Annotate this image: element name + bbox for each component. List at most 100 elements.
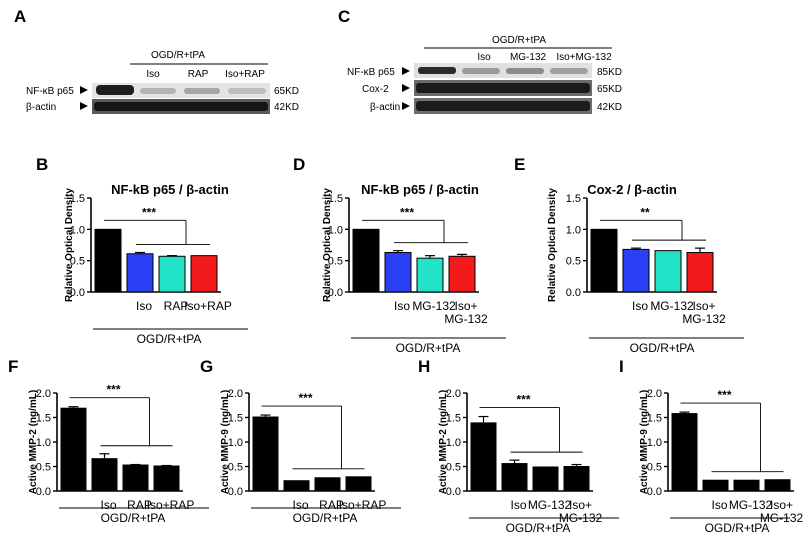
category-label-e-2: MG-132 <box>650 299 694 313</box>
y-axis-label-i: Active MMP-9 (ng/mL) <box>639 390 650 494</box>
y-tick-label-f-3: 1.5 <box>36 413 51 425</box>
chart-title-d: NF-kB p65 / β-actin <box>361 182 479 197</box>
panel-label-a: A <box>14 7 26 26</box>
y-axis-label-b: Relative Optical Density <box>64 188 75 302</box>
bar-i-1 <box>702 479 729 492</box>
blot-c-row-1-membrane <box>414 63 592 78</box>
blot-c-row-2-size: 65KD <box>597 84 622 95</box>
blot-c-row-1-band-3 <box>506 68 544 74</box>
blot-c-row-1-band-4 <box>550 68 588 74</box>
blot-a-row-1-band-1 <box>96 85 134 95</box>
y-tick-label-b-3: 1.5 <box>70 193 85 205</box>
y-tick-label-g-0: 0.0 <box>228 486 243 498</box>
category-label-i-2: MG-132 <box>729 498 773 512</box>
category-label-d-3: Iso+ MG-132 <box>444 299 488 326</box>
category-label-line-f-1-0: Iso <box>100 498 116 512</box>
panel-label-d: D <box>293 155 305 174</box>
category-label-line-i-1-0: Iso <box>711 498 727 512</box>
significance-label-e: ** <box>640 205 650 219</box>
significance-label-b: *** <box>142 205 156 219</box>
category-label-line-f-3-0: Iso+RAP <box>147 498 195 512</box>
blot-a-group-label: OGD/R+tPA <box>151 50 205 61</box>
significance-label-d: *** <box>400 205 414 219</box>
blot-c-row-1-size: 85KD <box>597 67 622 78</box>
category-label-line-b-1-0: Iso <box>136 299 152 313</box>
blot-a-row-2-protein: β-actin <box>26 102 56 113</box>
category-label-line-h-1-0: Iso <box>510 498 526 512</box>
group-label-h: OGD/R+tPA <box>506 521 571 535</box>
bar-e-0 <box>590 228 618 293</box>
category-label-line-e-3-1: MG-132 <box>682 312 726 326</box>
blot-panel-a: A OGD/R+tPA Iso RAP Iso+RAP NF-κB p65 65… <box>14 7 299 114</box>
y-tick-label-h-3: 1.5 <box>446 413 461 425</box>
y-tick-label-e-1: 0.5 <box>566 256 581 268</box>
bar-b-2 <box>158 255 186 293</box>
chart-panel-i: I Active MMP-9 (ng/mL)0.0 0.5 1.0 1.5 2.0 Iso M… <box>619 357 803 535</box>
chart-panel-g: G Active MMP-9 (ng/mL)0.0 0.5 1.0 1.5 2.0 Iso R… <box>200 357 401 525</box>
y-tick-label-d-3: 1.5 <box>328 193 343 205</box>
blot-c-row-3-band <box>416 101 590 111</box>
blot-a-row-1-size: 65KD <box>274 86 299 97</box>
category-label-line-d-1-0: Iso <box>394 299 410 313</box>
significance-label-i: *** <box>717 388 731 402</box>
category-label-line-d-2-0: MG-132 <box>412 299 456 313</box>
category-label-line-h-3-0: Iso+ <box>569 498 592 512</box>
bar-g-1 <box>283 480 310 492</box>
bar-g-3 <box>345 476 372 492</box>
group-label-d: OGD/R+tPA <box>396 341 461 355</box>
blot-panel-c: C OGD/R+tPA Iso MG-132 Iso+MG-132 NF-κB … <box>338 7 622 114</box>
bar-d-3 <box>448 255 476 293</box>
blot-c-row-2-band <box>416 83 590 93</box>
y-tick-label-g-3: 1.5 <box>228 413 243 425</box>
blot-c-row-3-size: 42KD <box>597 102 622 113</box>
panel-label-f: F <box>8 357 18 376</box>
bar-g-2 <box>314 477 341 492</box>
y-tick-label-b-1: 0.5 <box>70 256 85 268</box>
category-label-line-i-3-0: Iso+ <box>770 498 793 512</box>
blot-c-row-1-band-1 <box>418 67 456 74</box>
y-tick-label-d-0: 0.0 <box>328 287 343 299</box>
bar-d-1 <box>384 252 412 293</box>
y-axis-label-g: Active MMP-9 (ng/mL) <box>220 390 231 494</box>
y-axis-label-d: Relative Optical Density <box>322 188 333 302</box>
bar-h-2 <box>532 466 559 492</box>
blot-a-row-1-band-2 <box>140 88 176 94</box>
group-label-f: OGD/R+tPA <box>101 511 166 525</box>
category-label-line-e-3-0: Iso+ <box>692 299 715 313</box>
bar-i-2 <box>733 479 760 492</box>
y-tick-label-f-4: 2.0 <box>36 388 51 400</box>
blot-a-row-2-size: 42KD <box>274 102 299 113</box>
y-tick-label-i-3: 1.5 <box>647 413 662 425</box>
y-axis-label-e: Relative Optical Density <box>547 188 558 302</box>
blot-a-row-1-arrow-icon <box>80 86 88 94</box>
chart-title-b: NF-kB p65 / β-actin <box>111 182 229 197</box>
y-tick-label-f-0: 0.0 <box>36 486 51 498</box>
blot-c-lane-1: Iso <box>477 52 491 63</box>
y-tick-label-g-2: 1.0 <box>228 437 243 449</box>
category-label-line-f-2-0: RAP <box>127 498 152 512</box>
bar-f-2 <box>122 464 149 492</box>
category-label-line-d-3-0: Iso+ <box>454 299 477 313</box>
category-label-line-i-2-0: MG-132 <box>729 498 773 512</box>
blot-c-lane-3: Iso+MG-132 <box>556 52 612 63</box>
blot-a-row-2-band <box>94 102 268 111</box>
y-tick-label-g-1: 0.5 <box>228 462 243 474</box>
blot-c-row-3-protein: β-actin <box>370 102 400 113</box>
y-tick-label-e-0: 0.0 <box>566 287 581 299</box>
y-tick-label-h-0: 0.0 <box>446 486 461 498</box>
category-label-d-2: MG-132 <box>412 299 456 313</box>
significance-label-h: *** <box>516 393 530 407</box>
bar-g-0 <box>252 416 279 492</box>
category-label-line-b-2-0: RAP <box>164 299 189 313</box>
category-label-d-1: Iso <box>394 299 410 313</box>
category-label-b-1: Iso <box>136 299 152 313</box>
panel-label-e: E <box>514 155 525 174</box>
y-tick-label-e-2: 1.0 <box>566 224 581 236</box>
blot-a-row-1-membrane <box>92 83 270 98</box>
panel-label-c: C <box>338 7 350 26</box>
bar-i-3 <box>764 479 791 492</box>
y-tick-label-d-2: 1.0 <box>328 224 343 236</box>
category-label-line-g-1-0: Iso <box>292 498 308 512</box>
bar-b-1 <box>126 253 154 293</box>
